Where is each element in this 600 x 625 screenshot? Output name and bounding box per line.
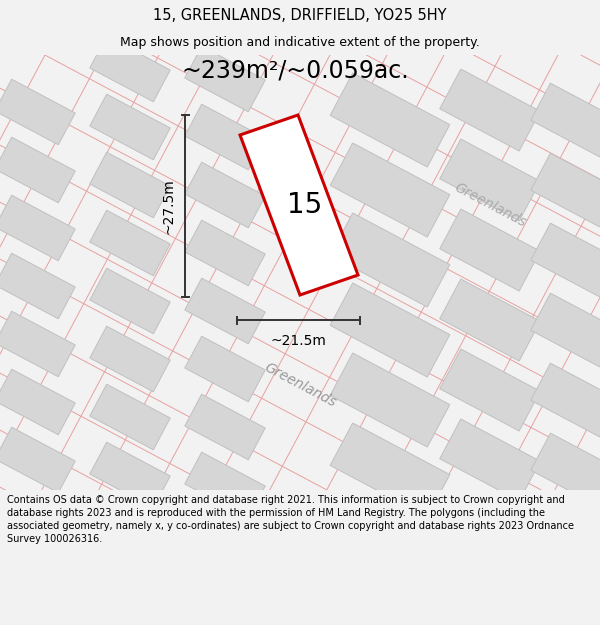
Polygon shape [330,73,450,167]
Polygon shape [185,278,265,344]
Polygon shape [531,433,600,507]
Text: Map shows position and indicative extent of the property.: Map shows position and indicative extent… [120,36,480,49]
Polygon shape [330,353,450,447]
Polygon shape [440,139,540,221]
Text: Greenlands: Greenlands [452,180,529,230]
Polygon shape [0,195,75,261]
Polygon shape [185,104,265,170]
Polygon shape [90,152,170,218]
Text: Greenlands: Greenlands [262,360,338,410]
Polygon shape [90,94,170,160]
Polygon shape [185,46,265,112]
Polygon shape [0,369,75,435]
Polygon shape [330,213,450,307]
Polygon shape [531,363,600,437]
Polygon shape [330,423,450,517]
Text: ~27.5m: ~27.5m [161,178,175,234]
Polygon shape [440,209,540,291]
Polygon shape [0,253,75,319]
Polygon shape [531,153,600,227]
Polygon shape [90,326,170,392]
Polygon shape [185,220,265,286]
Polygon shape [90,210,170,276]
Polygon shape [330,143,450,237]
Polygon shape [531,83,600,157]
Text: 15: 15 [287,191,323,219]
Polygon shape [185,162,265,228]
Polygon shape [90,268,170,334]
Polygon shape [440,69,540,151]
Polygon shape [440,349,540,431]
Polygon shape [185,394,265,460]
Polygon shape [0,428,75,493]
Polygon shape [185,336,265,402]
Polygon shape [185,452,265,518]
Text: ~239m²/~0.059ac.: ~239m²/~0.059ac. [181,58,409,82]
Text: Contains OS data © Crown copyright and database right 2021. This information is : Contains OS data © Crown copyright and d… [7,496,574,544]
Polygon shape [90,36,170,102]
Polygon shape [240,115,358,295]
Polygon shape [0,79,75,145]
Polygon shape [531,223,600,297]
Polygon shape [440,419,540,501]
Text: ~21.5m: ~21.5m [271,334,326,348]
Polygon shape [90,384,170,450]
Polygon shape [0,311,75,377]
Polygon shape [330,283,450,377]
Polygon shape [440,279,540,361]
Text: 15, GREENLANDS, DRIFFIELD, YO25 5HY: 15, GREENLANDS, DRIFFIELD, YO25 5HY [153,8,447,23]
Polygon shape [531,293,600,367]
Polygon shape [0,138,75,202]
Polygon shape [90,442,170,508]
